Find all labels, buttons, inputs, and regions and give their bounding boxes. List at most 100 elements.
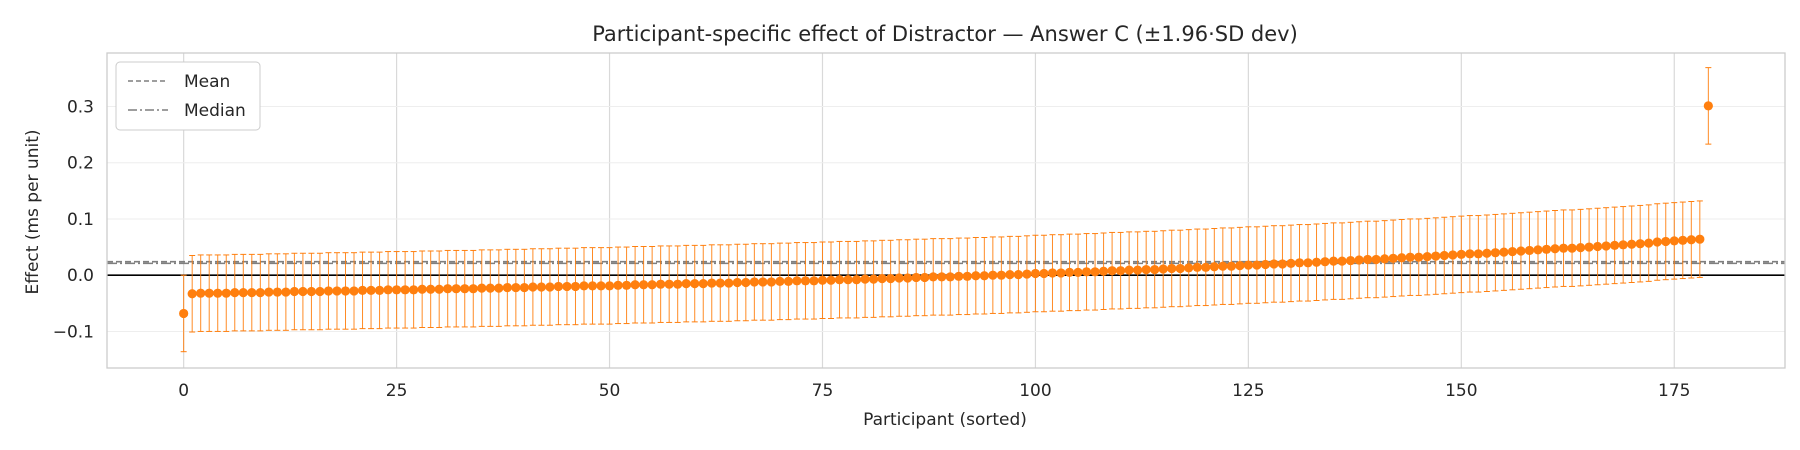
data-point <box>656 279 666 289</box>
data-point <box>1294 258 1305 268</box>
data-point <box>536 282 547 292</box>
data-point <box>681 279 691 289</box>
data-point <box>741 277 751 288</box>
data-point <box>868 274 879 284</box>
data-point <box>451 284 461 294</box>
data-point <box>783 276 794 286</box>
data-point <box>400 285 410 295</box>
data-point <box>1439 250 1449 261</box>
y-tick-label: 0.1 <box>67 210 94 230</box>
data-point <box>1397 253 1407 263</box>
data-point <box>213 288 223 298</box>
data-point <box>920 272 930 283</box>
data-point <box>698 279 708 289</box>
data-point <box>1422 252 1432 262</box>
data-point <box>894 273 904 283</box>
data-point <box>443 284 453 294</box>
data-point <box>434 284 444 294</box>
data-point <box>1533 245 1543 255</box>
legend-median-label: Median <box>184 101 246 121</box>
data-point <box>1354 255 1364 265</box>
data-point <box>1030 268 1041 279</box>
data-point <box>817 275 828 285</box>
data-point <box>1269 259 1279 269</box>
data-point <box>749 277 759 287</box>
data-point <box>1695 234 1705 244</box>
data-point <box>570 281 581 292</box>
data-point <box>911 272 921 283</box>
data-point <box>1311 257 1322 267</box>
data-point <box>1277 259 1288 269</box>
data-point <box>613 280 623 290</box>
data-point <box>1056 268 1066 278</box>
data-point <box>1635 239 1645 249</box>
data-point <box>1541 244 1552 254</box>
data-point <box>366 285 376 295</box>
data-point <box>1575 243 1586 253</box>
data-point <box>1141 264 1151 275</box>
data-point <box>1013 270 1024 280</box>
data-point <box>1192 262 1202 272</box>
data-point <box>758 277 768 287</box>
data-point <box>1303 258 1313 268</box>
data-point <box>417 284 427 294</box>
data-point <box>630 280 640 290</box>
data-point <box>426 284 436 294</box>
data-point <box>332 286 342 296</box>
data-point <box>579 281 589 291</box>
data-point <box>1661 236 1671 247</box>
data-point <box>1482 248 1492 258</box>
data-point <box>1610 240 1620 250</box>
data-point <box>255 288 265 298</box>
data-point <box>340 286 351 296</box>
data-point <box>851 275 862 285</box>
legend-box <box>115 61 261 131</box>
data-point <box>349 286 359 296</box>
data-point <box>1328 256 1339 266</box>
data-point <box>1431 251 1441 261</box>
data-point <box>800 276 811 286</box>
data-point <box>1320 257 1330 267</box>
data-point <box>1243 260 1253 270</box>
data-point <box>1678 235 1688 245</box>
y-axis-label: Effect (ms per unit) <box>23 130 43 295</box>
data-point <box>1550 244 1560 254</box>
data-point <box>298 286 308 297</box>
data-point <box>357 285 368 295</box>
data-point <box>272 287 282 297</box>
data-point <box>715 278 725 288</box>
data-point <box>1380 254 1390 264</box>
data-point <box>1627 239 1637 249</box>
data-point <box>323 286 334 296</box>
data-point <box>204 288 214 298</box>
data-point <box>238 288 248 298</box>
data-point <box>187 289 197 299</box>
data-point <box>1184 263 1194 273</box>
data-point <box>519 282 529 293</box>
x-tick-label: 50 <box>599 381 621 401</box>
x-axis-label: Participant (sorted) <box>863 410 1027 430</box>
data-point <box>903 273 913 283</box>
data-point <box>1098 266 1109 276</box>
data-point <box>392 285 402 295</box>
data-point <box>1286 258 1296 268</box>
data-point <box>221 288 231 298</box>
data-point <box>1371 254 1381 265</box>
data-point <box>809 276 819 286</box>
data-point <box>843 275 853 285</box>
data-point <box>1005 270 1015 280</box>
data-point <box>1107 266 1117 276</box>
data-point <box>1490 248 1500 258</box>
data-point <box>962 271 972 281</box>
data-point <box>477 283 487 293</box>
data-point <box>1388 253 1398 263</box>
x-tick-label: 175 <box>1658 381 1690 401</box>
data-point <box>511 282 521 293</box>
data-point <box>1252 260 1262 270</box>
data-point <box>690 279 700 289</box>
x-tick-label: 125 <box>1232 381 1264 401</box>
data-point <box>1405 252 1415 262</box>
data-point <box>1337 256 1347 266</box>
